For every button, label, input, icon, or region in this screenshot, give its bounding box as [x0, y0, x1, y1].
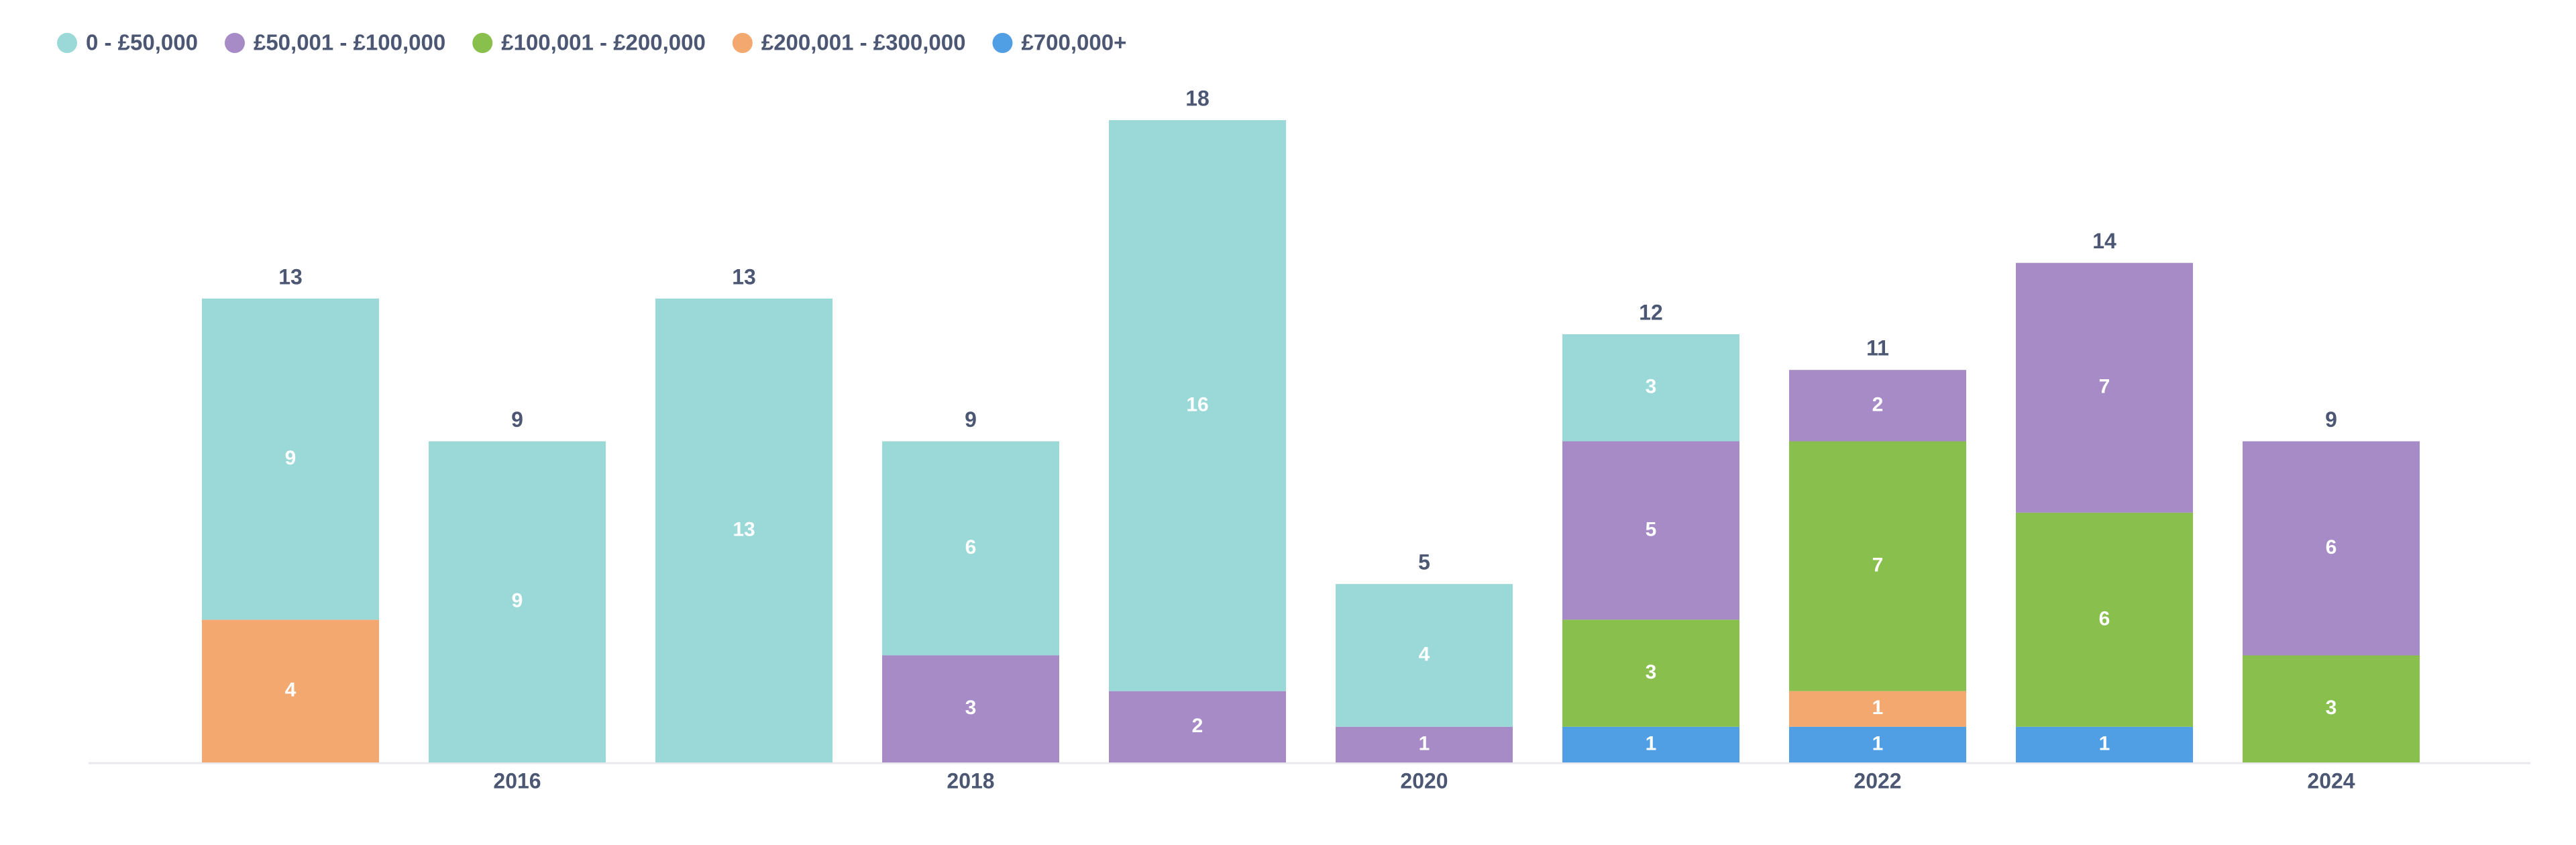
- total-label: 12: [1639, 300, 1663, 324]
- legend-marker: [57, 33, 77, 53]
- bar-segment: [1789, 441, 1966, 691]
- value-label: 3: [2326, 697, 2337, 719]
- x-tick-label: 2024: [2307, 768, 2355, 793]
- x-tick-label: 2018: [947, 768, 994, 793]
- x-tick-label: 2020: [1400, 768, 1448, 793]
- value-label: 3: [1646, 661, 1657, 683]
- bar-segment: [1109, 691, 1286, 762]
- value-label: 13: [733, 518, 755, 540]
- bar-segment: [2243, 441, 2420, 656]
- bar-segment: [882, 441, 1059, 656]
- value-label: 2: [1192, 715, 1203, 737]
- bar-segment: [1109, 120, 1286, 691]
- legend-label: £100,001 - £200,000: [501, 30, 706, 55]
- bar-segment: [1336, 726, 1513, 762]
- value-label: 9: [512, 590, 523, 612]
- legend-label: £50,001 - £100,000: [254, 30, 445, 55]
- value-label: 4: [285, 679, 297, 701]
- value-label: 1: [1872, 697, 1884, 719]
- total-label: 5: [1418, 550, 1430, 575]
- bar-segment: [1562, 441, 1739, 620]
- value-label: 1: [1646, 732, 1657, 754]
- bar-segment: [2016, 512, 2193, 727]
- value-label: 6: [2099, 607, 2110, 630]
- value-label: 7: [1872, 554, 1884, 577]
- value-label: 16: [1186, 393, 1208, 415]
- bar-segment: [1789, 691, 1966, 727]
- bar-segment: [202, 298, 379, 620]
- legend-label: £700,000+: [1021, 30, 1126, 55]
- legend-marker: [732, 33, 753, 53]
- total-label: 11: [1866, 336, 1889, 360]
- total-label: 18: [1185, 86, 1210, 110]
- bar-segment: [202, 619, 379, 762]
- bar-segment: [1562, 726, 1739, 762]
- value-label: 3: [965, 697, 977, 719]
- legend-label: £200,001 - £300,000: [761, 30, 966, 55]
- value-label: 5: [1646, 518, 1657, 540]
- bar-segment: [1336, 584, 1513, 727]
- total-label: 9: [511, 407, 523, 432]
- bar-segment: [1789, 726, 1966, 762]
- bar-segment: [882, 655, 1059, 762]
- value-label: 2: [1872, 393, 1884, 415]
- bar-segment: [1562, 619, 1739, 727]
- legend-marker: [472, 33, 493, 53]
- bar-segment: [655, 298, 833, 762]
- value-label: 9: [285, 447, 297, 469]
- bar-segment: [1789, 370, 1966, 442]
- bar-segment: [2016, 726, 2193, 762]
- value-label: 7: [2099, 376, 2110, 398]
- x-tick-label: 2016: [493, 768, 541, 793]
- legend-marker: [992, 33, 1013, 53]
- value-label: 3: [1646, 376, 1657, 398]
- bar-segment: [2243, 655, 2420, 762]
- value-label: 1: [2099, 732, 2110, 754]
- legend-label: 0 - £50,000: [86, 30, 198, 55]
- value-label: 1: [1419, 732, 1430, 754]
- value-label: 6: [965, 536, 977, 558]
- x-tick-label: 2022: [1854, 768, 1901, 793]
- value-label: 1: [1872, 732, 1884, 754]
- total-label: 13: [732, 264, 756, 289]
- legend-marker: [224, 33, 245, 53]
- total-label: 14: [2092, 229, 2116, 253]
- total-label: 9: [965, 407, 977, 432]
- total-label: 13: [278, 264, 303, 289]
- value-label: 6: [2326, 536, 2337, 558]
- bar-segment: [2016, 262, 2193, 513]
- value-label: 4: [1419, 643, 1430, 665]
- bar-segment: [1562, 334, 1739, 442]
- total-label: 9: [2325, 407, 2337, 432]
- bar-segment: [429, 441, 606, 762]
